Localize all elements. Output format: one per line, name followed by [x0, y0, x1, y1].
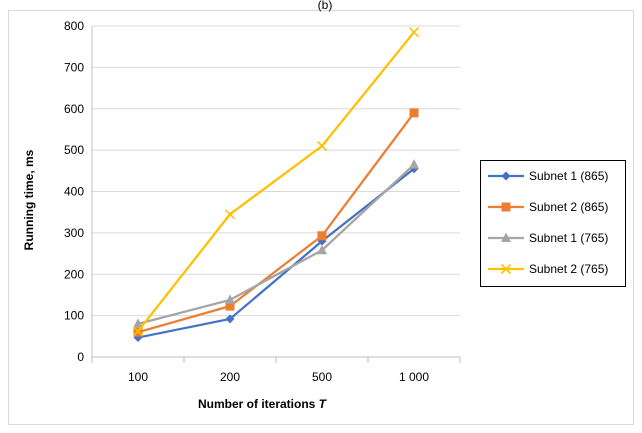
x-tick-label: 1 000	[399, 370, 429, 384]
y-tick-label: 400	[64, 185, 84, 199]
legend-box	[480, 160, 626, 287]
y-tick-label: 200	[64, 267, 84, 281]
y-tick-label: 300	[64, 226, 84, 240]
legend-item: Subnet 1 (765)	[488, 231, 608, 245]
legend-items: Subnet 1 (865) Subnet 2 (865) Subnet 1 (76…	[488, 169, 608, 276]
data-point-stroke	[132, 326, 144, 337]
series-line	[137, 31, 415, 333]
legend-label: Subnet 1 (865)	[529, 169, 608, 183]
legend-label: Subnet 1 (765)	[529, 231, 608, 245]
y-tick-label: 600	[64, 102, 84, 116]
chart-panel-label: (b)	[318, 0, 333, 12]
series	[132, 27, 420, 337]
legend: Subnet 1 (865) Subnet 2 (865) Subnet 1 (76…	[480, 160, 626, 287]
y-tick-label: 700	[64, 60, 84, 74]
data-point-stroke	[224, 209, 236, 220]
x-tick-labels: 100 200 500 1 000	[128, 370, 429, 384]
data-point	[317, 244, 327, 255]
series-group	[132, 27, 420, 343]
x-tick-label: 100	[128, 370, 148, 384]
legend-label: Subnet 2 (765)	[529, 262, 608, 276]
x-axis-label-variable: T	[319, 397, 328, 411]
data-point	[501, 232, 511, 242]
data-point	[501, 171, 511, 181]
data-point	[501, 202, 511, 212]
data-point-stroke	[500, 263, 512, 275]
y-tick-label: 100	[64, 309, 84, 323]
series-line	[137, 167, 415, 339]
y-tick-labels: 0 100 200 300 400 500 600 700 800	[64, 19, 84, 364]
data-point	[225, 301, 235, 311]
x-tick-label: 500	[312, 370, 332, 384]
data-point	[225, 294, 235, 304]
data-point	[225, 314, 235, 324]
data-point	[132, 326, 144, 337]
x-tick-label: 200	[220, 370, 240, 384]
y-tick-label: 800	[64, 19, 84, 33]
series-line	[137, 163, 415, 325]
series-line	[137, 112, 415, 334]
series	[133, 159, 419, 328]
data-point	[317, 231, 327, 241]
data-point	[409, 159, 419, 169]
legend-item: Subnet 2 (765)	[488, 262, 608, 276]
data-point	[316, 140, 328, 152]
data-point	[224, 209, 236, 220]
legend-item: Subnet 1 (865)	[488, 169, 608, 183]
data-point	[409, 108, 419, 118]
legend-item: Subnet 2 (865)	[488, 200, 608, 214]
y-tick-label: 500	[64, 143, 84, 157]
y-axis-label: Running time, ms	[22, 149, 36, 250]
data-point-stroke	[408, 27, 420, 38]
y-tick-label: 0	[77, 350, 84, 364]
x-axis-label-text: Number of iterations	[198, 397, 319, 411]
data-point-stroke	[316, 140, 328, 152]
grid-lines	[92, 25, 460, 317]
axes	[91, 26, 461, 363]
x-axis-label: Number of iterations T	[198, 397, 328, 411]
data-point	[133, 318, 143, 328]
legend-label: Subnet 2 (865)	[529, 200, 608, 214]
data-point	[408, 27, 420, 38]
data-point	[500, 263, 512, 275]
